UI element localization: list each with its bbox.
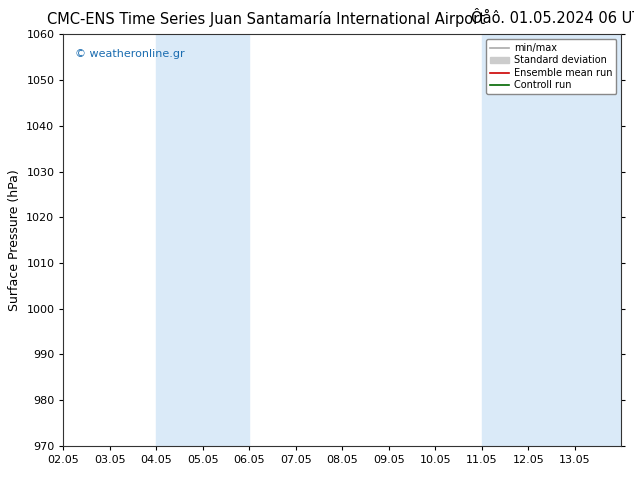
Y-axis label: Surface Pressure (hPa): Surface Pressure (hPa) — [8, 169, 21, 311]
Legend: min/max, Standard deviation, Ensemble mean run, Controll run: min/max, Standard deviation, Ensemble me… — [486, 39, 616, 94]
Bar — [157, 34, 249, 446]
Text: © weatheronline.gr: © weatheronline.gr — [75, 49, 184, 59]
Bar — [482, 34, 621, 446]
Text: CMC-ENS Time Series Juan Santamaría International Airport: CMC-ENS Time Series Juan Santamaría Inte… — [48, 11, 485, 27]
Text: Ôåô. 01.05.2024 06 UTC: Ôåô. 01.05.2024 06 UTC — [471, 11, 634, 26]
